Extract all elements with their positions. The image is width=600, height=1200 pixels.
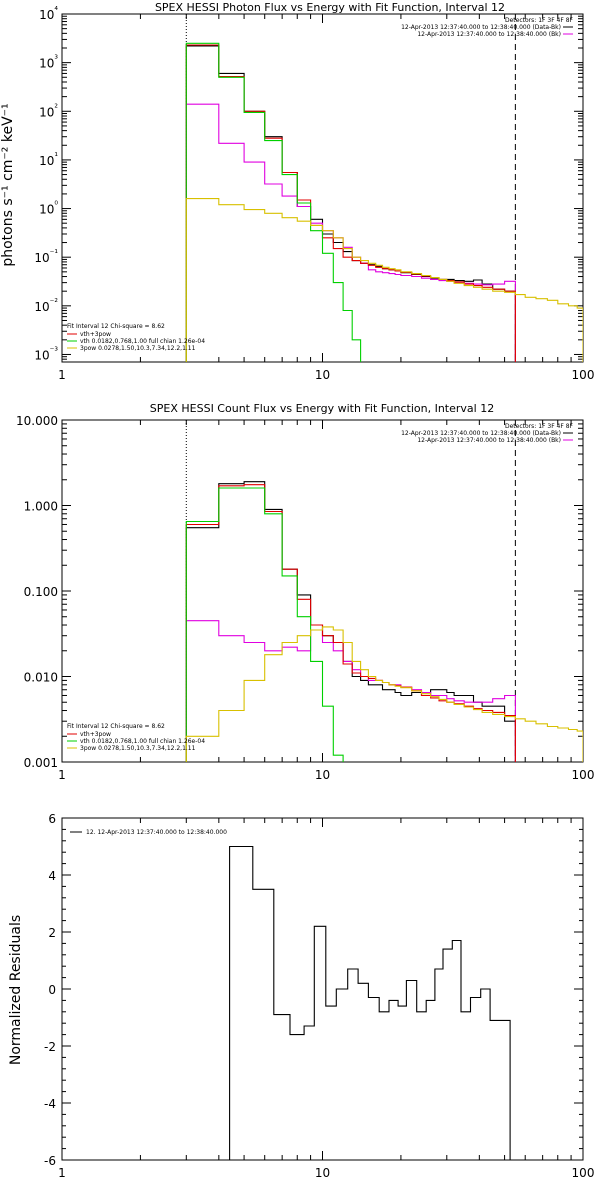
y-tick-label: 2 — [48, 926, 56, 940]
series-group — [185, 42, 583, 362]
series-vth-3pow-line — [185, 484, 516, 762]
fit-legend-entry: vth 0.0182,0.768,1.00 full chian 1.26e-0… — [80, 738, 205, 745]
y-tick-label: 0.010 — [24, 671, 58, 685]
fit-legend-entry: 3pow 0.0278,1.50,10.3,7.34,12.2,1.11 — [80, 745, 196, 752]
series-residuals-line — [186, 845, 520, 1160]
x-tick-label: 100 — [572, 1166, 595, 1180]
y-tick-label: 10⁻³ — [34, 346, 58, 362]
x-tick-label: 10 — [315, 768, 330, 782]
top-legend-entry: 12-Apr-2013 12:37:40.000 to 12:38:40.000… — [401, 24, 561, 31]
y-tick-label: 6 — [48, 812, 56, 826]
top-legend-entry: Detectors: 1F 3F 4F 8F — [505, 17, 574, 24]
y-tick-label: 10³ — [39, 55, 58, 71]
x-tick-label: 100 — [572, 368, 595, 382]
count-flux-title: SPEX HESSI Count Flux vs Energy with Fit… — [150, 402, 494, 415]
y-tick-label: 0 — [48, 983, 56, 997]
y-tick-label: 1.000 — [24, 500, 58, 514]
y-tick-label: 10² — [39, 103, 58, 119]
top-legend-entry: 12-Apr-2013 12:37:40.000 to 12:38:40.000… — [417, 437, 561, 444]
count-flux-panel: SPEX HESSI Count Flux vs Energy with Fit… — [16, 402, 594, 782]
fit-legend-header: Fit Interval 12 Chi-square = 8.62 — [67, 323, 165, 330]
y-tick-label: 10⁻² — [34, 298, 58, 314]
series-bk-line — [185, 620, 516, 762]
y-tick-label: -4 — [44, 1097, 56, 1111]
fit-legend-header: Fit Interval 12 Chi-square = 8.62 — [67, 723, 165, 730]
x-tick-label: 10 — [315, 1166, 330, 1180]
series-group — [186, 845, 520, 1160]
series-bk-line — [185, 103, 516, 362]
photon-flux-title: SPEX HESSI Photon Flux vs Energy with Fi… — [155, 1, 505, 14]
x-tick-label: 10 — [315, 368, 330, 382]
x-tick-label: 1 — [58, 768, 66, 782]
residual-legend-entry: 12. 12-Apr-2013 12:37:40.000 to 12:38:40… — [86, 829, 227, 836]
top-legend-entry: Detectors: 1F 3F 4F 8F — [505, 423, 574, 430]
y-tick-label: 10⁴ — [39, 6, 58, 22]
residuals-panel: Normalized Residuals 1 10 100 -6 -4 -2 0 2 4 6 12.… — [8, 812, 594, 1180]
top-legend-entry: 12-Apr-2013 12:37:40.000 to 12:38:40.000… — [401, 430, 561, 437]
residuals-y-axis-label: Normalized Residuals — [8, 915, 24, 1065]
plot-frame — [61, 13, 584, 363]
series-vth-line — [185, 42, 362, 362]
y-tick-label: -6 — [44, 1154, 56, 1168]
series-3pow-line — [185, 626, 583, 762]
x-tick-label: 100 — [572, 768, 595, 782]
series-group — [185, 481, 583, 762]
y-tick-label: 4 — [48, 869, 56, 883]
y-tick-label: -2 — [44, 1040, 56, 1054]
series-data-bk-line — [185, 481, 516, 762]
fit-legend-entry: 3pow 0.0278,1.50,10.3,7.34,12.2,1.11 — [80, 345, 196, 352]
plot-frame — [61, 817, 584, 1161]
top-legend-entry: 12-Apr-2013 12:37:40.000 to 12:38:40.000… — [417, 31, 561, 38]
series-vth-3pow-line — [185, 44, 516, 362]
y-tick-label: 10⁻¹ — [34, 249, 58, 265]
photon-flux-y-axis-label: photons s⁻¹ cm⁻² keV⁻¹ — [0, 103, 16, 266]
series-data-bk-line — [185, 45, 516, 362]
series-vth-line — [185, 487, 344, 762]
fit-legend-entry: vth+3pow — [80, 331, 111, 338]
series-3pow-line — [185, 198, 583, 362]
fit-legend-entry: vth 0.0182,0.768,1.00 full chian 1.26e-0… — [80, 338, 205, 345]
y-tick-label: 10¹ — [39, 152, 58, 168]
y-tick-label: 10⁰ — [39, 201, 58, 217]
fit-legend-entry: vth+3pow — [80, 731, 111, 738]
photon-flux-panel: SPEX HESSI Photon Flux vs Energy with Fi… — [0, 1, 594, 382]
y-tick-label: 0.001 — [24, 756, 58, 770]
x-tick-label: 1 — [58, 368, 66, 382]
y-tick-label: 10.000 — [16, 414, 58, 428]
y-tick-label: 0.100 — [24, 585, 58, 599]
x-tick-label: 1 — [58, 1166, 66, 1180]
